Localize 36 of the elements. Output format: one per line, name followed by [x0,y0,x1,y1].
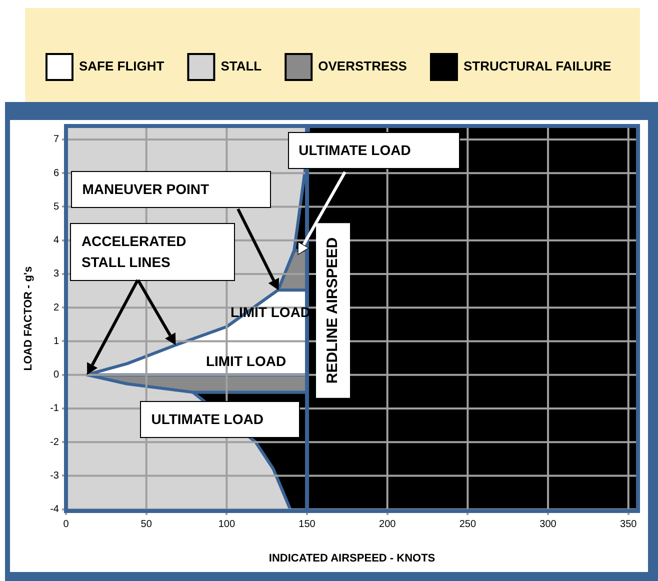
y-tick-label: -1 [50,403,60,414]
y-tick-label: -3 [50,470,60,482]
legend-label: STALL [220,58,262,74]
x-axis-title: INDICATED AIRSPEED - KNOTS [268,552,436,564]
annotation: MANEUVER POINT [82,180,210,197]
annotation: ULTIMATE LOAD [151,410,264,427]
y-tick-label: 2 [53,302,60,314]
y-tick-label: 4 [53,235,60,246]
x-tick-label: 150 [298,518,316,530]
y-tick-label: -4 [50,504,60,516]
annotation: ACCELERATED STALL LINES [81,233,186,270]
y-tick-label: 1 [53,336,60,347]
x-tick-label: 50 [140,518,152,530]
legend-label: OVERSTRESS [318,58,408,74]
y-tick-label: 6 [53,168,60,179]
y-tick-label: -2 [50,436,60,448]
y-tick-label: 3 [53,268,60,280]
y-tick-label: 0 [53,370,60,381]
label-box: ULTIMATE LOAD [140,400,300,438]
label-box: ULTIMATE LOAD [288,132,460,169]
annotation: LIMIT LOAD [206,353,286,370]
y-axis-title: LOAD FACTOR - g's [22,266,35,371]
y-tick-label: 5 [53,201,60,212]
ref-line-label: REDLINE AIRSPEED [324,237,342,384]
y-tick-label: 7 [53,134,60,146]
x-tick-label: 100 [218,518,236,530]
label-box: ACCELERATED STALL LINES [70,223,236,282]
label-box: MANEUVER POINT [71,170,272,208]
x-tick-label: 0 [63,518,70,530]
x-tick-label: 300 [540,518,557,530]
legend-label: STRUCTURAL FAILURE [463,58,612,74]
x-tick-label: 350 [620,518,638,530]
annotation: ULTIMATE LOAD [298,142,411,158]
x-tick-label: 200 [379,518,396,530]
legend-label: SAFE FLIGHT [78,58,164,74]
x-tick-label: 250 [459,518,476,530]
